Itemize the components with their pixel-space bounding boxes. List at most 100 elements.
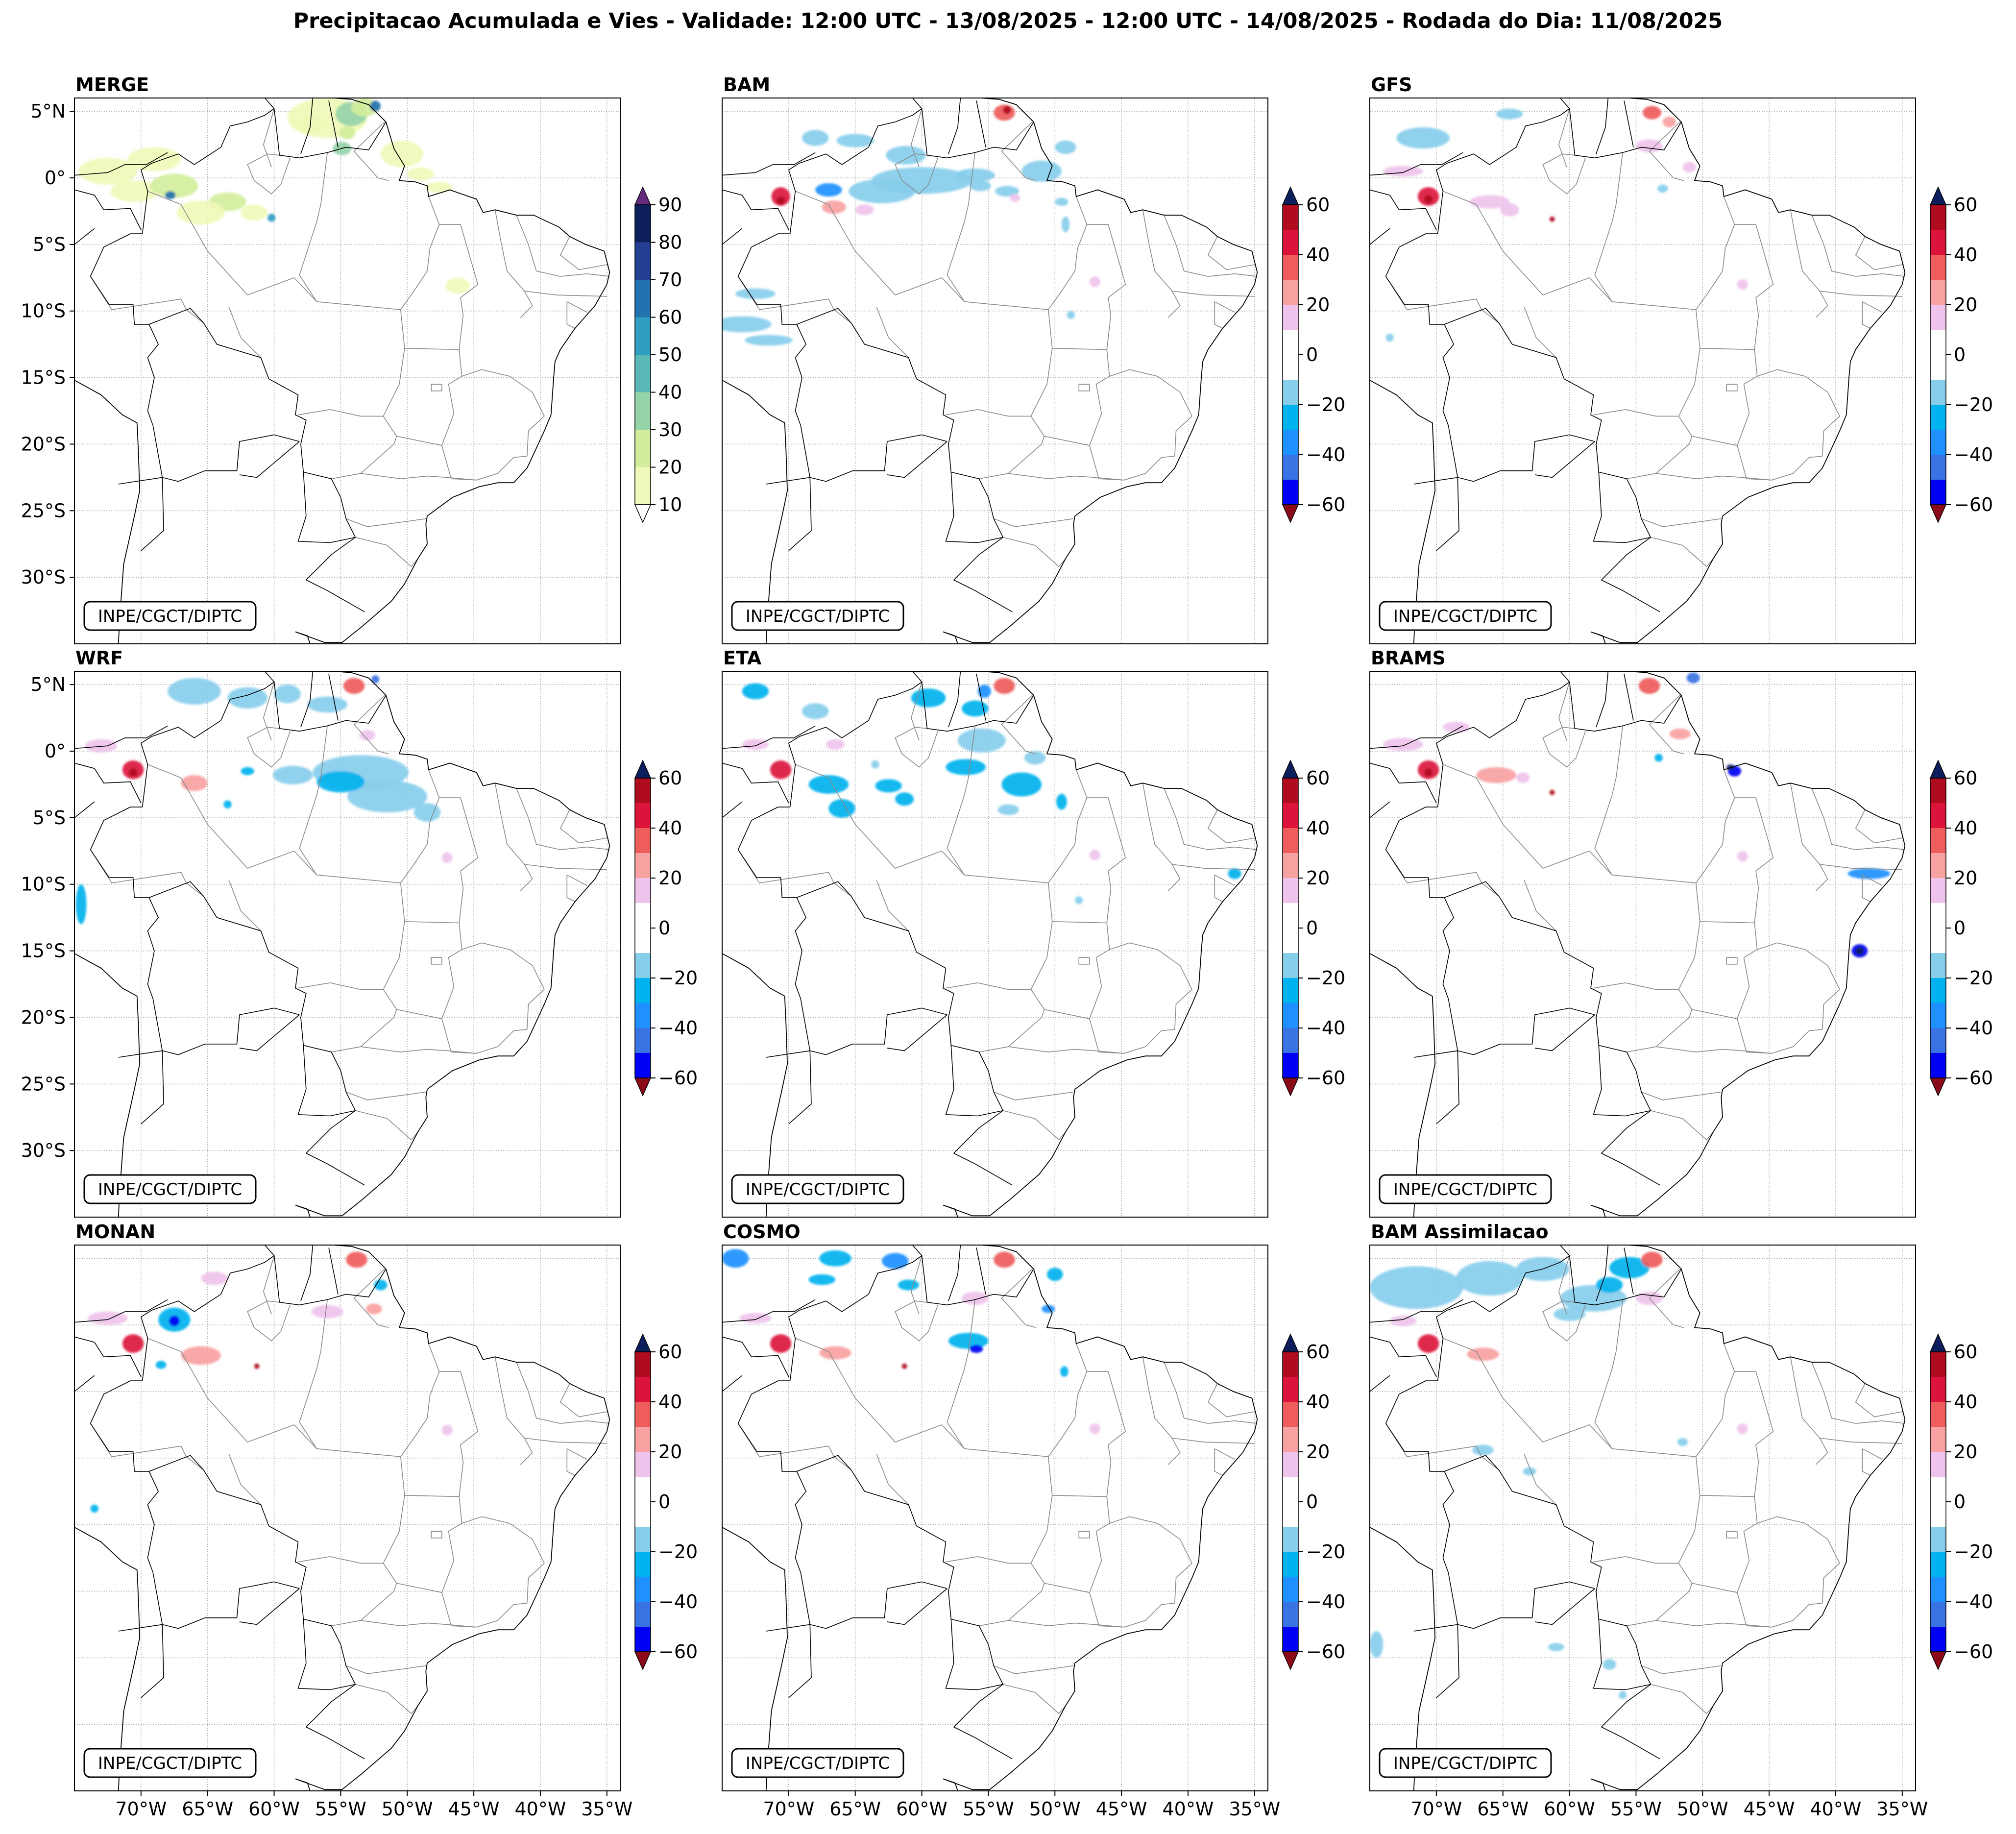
field-blob	[946, 759, 986, 775]
map-panel-brams: BRAMS INPE/CGCT/DIPTC 60 40 20 0 −20 −40 −60	[1369, 647, 1993, 1218]
state-boundary	[1737, 445, 1822, 481]
field-blob	[254, 1363, 260, 1369]
field-blob	[1609, 1257, 1650, 1278]
state-boundary	[431, 1531, 442, 1539]
lon-tick-label: 60°W	[1544, 1798, 1595, 1820]
state-boundary	[1087, 1371, 1126, 1497]
field-blob	[995, 186, 1019, 197]
state-boundary	[1678, 921, 1758, 1020]
state-boundary	[1862, 1448, 1870, 1476]
colorbar-segment	[1283, 1003, 1298, 1028]
colorbar-segment	[1283, 1352, 1298, 1377]
colorbar-extend-top	[634, 186, 652, 205]
colorbar-segment	[1283, 1602, 1298, 1627]
state-boundary	[947, 726, 1107, 924]
precipitation-field	[75, 675, 453, 925]
field-blob	[1424, 768, 1433, 777]
state-boundary	[494, 1357, 533, 1465]
country-border	[264, 671, 275, 683]
colorbar-segment	[1930, 1377, 1946, 1402]
state-boundary	[1678, 1495, 1758, 1593]
field-blob	[227, 687, 267, 709]
state-boundary	[1855, 236, 1904, 270]
colorbar-segment	[1283, 803, 1298, 829]
state-boundary	[1174, 416, 1192, 456]
country-border	[795, 897, 811, 1051]
country-border	[74, 1299, 168, 1323]
country-border	[912, 1245, 923, 1256]
lat-tick-label: 20°S	[21, 1006, 66, 1028]
country-border	[300, 671, 314, 728]
colorbar-segment	[1930, 205, 1946, 230]
country-border	[239, 1588, 300, 1625]
map-canvas	[1370, 1245, 1916, 1791]
colorbar-tick-label: 60	[1306, 1341, 1330, 1363]
state-boundary	[559, 809, 608, 844]
credit-text: INPE/CGCT/DIPTC	[746, 1754, 890, 1773]
state-boundary	[1734, 1371, 1774, 1497]
field-blob	[1456, 1261, 1523, 1296]
state-boundary	[346, 1091, 426, 1100]
coastline	[74, 671, 610, 1217]
country-border	[1435, 681, 1682, 807]
colorbar-extend-bottom	[1282, 1651, 1299, 1670]
country-border	[788, 1624, 812, 1698]
colorbar-segment	[635, 1352, 651, 1377]
credit-box: INPE/CGCT/DIPTC	[731, 1748, 904, 1778]
state-boundary	[566, 875, 575, 902]
state-boundary	[355, 1110, 418, 1141]
state-boundary	[1087, 797, 1126, 923]
country-border	[147, 897, 163, 1051]
state-boundary	[1726, 957, 1738, 965]
colorbar-segment	[635, 828, 651, 854]
country-border	[795, 1471, 811, 1625]
colorbar-segment	[1930, 405, 1946, 430]
state-boundary	[459, 1496, 545, 1564]
colorbar-segment	[635, 853, 651, 879]
lat-tick-label: 30°S	[21, 566, 66, 588]
field-blob	[1417, 1334, 1439, 1353]
state-boundary	[1078, 384, 1090, 391]
colorbar-tick-label: −60	[658, 1641, 698, 1663]
field-blob	[359, 730, 376, 741]
lat-tick-label: 0°	[45, 167, 66, 189]
colorbar-extend-bottom	[634, 1651, 652, 1670]
colorbar-segment	[1283, 903, 1298, 929]
field-blob	[802, 130, 829, 146]
state-boundary	[524, 1438, 607, 1444]
map-background	[722, 98, 1268, 644]
state-boundary	[1593, 409, 1679, 417]
colorbar-segment	[1283, 878, 1298, 904]
precipitation-field	[722, 1249, 1100, 1434]
credit-text: INPE/CGCT/DIPTC	[98, 1180, 242, 1199]
colorbar-segment	[1930, 1452, 1946, 1477]
country-border	[328, 674, 339, 721]
colorbar-tick-label: −20	[1954, 1541, 1993, 1563]
country-border	[1370, 801, 1390, 818]
field-blob	[898, 1279, 920, 1291]
state-boundary	[1214, 875, 1223, 902]
colorbar-segment	[1283, 1627, 1298, 1652]
map-background	[74, 671, 620, 1217]
state-boundary	[1820, 864, 1902, 870]
field-blob	[311, 1305, 343, 1319]
field-blob	[1496, 108, 1523, 120]
state-boundary	[263, 682, 275, 741]
state-boundary	[298, 409, 384, 417]
state-boundary	[1820, 1438, 1902, 1444]
state-boundary	[1558, 1255, 1570, 1315]
state-boundary	[979, 1583, 1045, 1626]
state-boundary	[1174, 989, 1192, 1029]
state-boundary	[1003, 537, 1066, 567]
country-border	[945, 472, 1003, 543]
state-boundary	[1811, 788, 1856, 850]
field-blob	[819, 1346, 851, 1360]
precipitation-field	[722, 104, 1100, 346]
country-border	[1436, 1624, 1459, 1698]
colorbar-segment	[1283, 430, 1298, 455]
colorbar-segment	[635, 1552, 651, 1577]
state-boundary	[1172, 864, 1255, 870]
colorbar-tick-label: 20	[658, 1441, 682, 1463]
state-boundary	[299, 1299, 460, 1497]
state-boundary	[1164, 215, 1208, 277]
